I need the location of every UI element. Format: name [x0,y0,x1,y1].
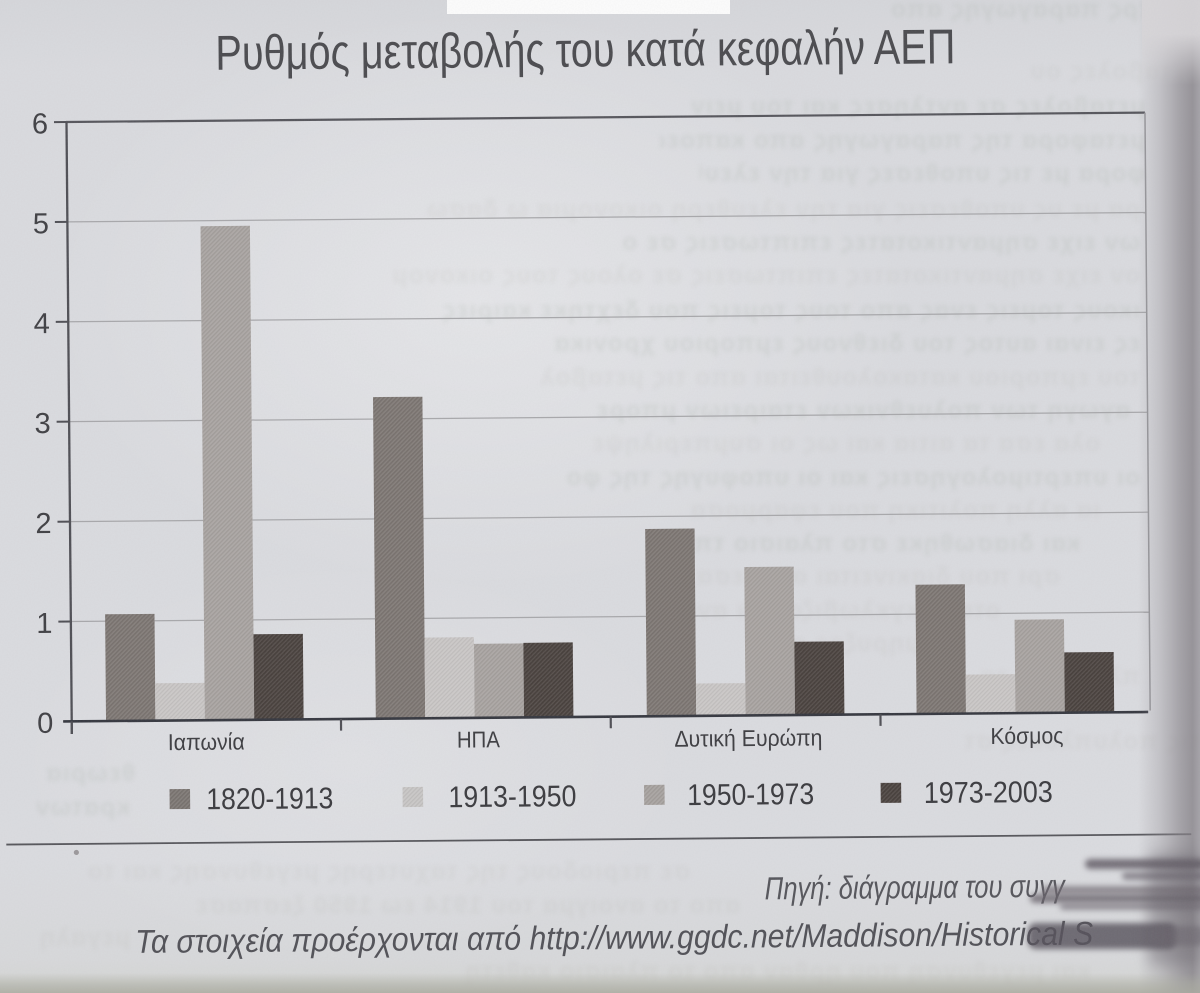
svg-text:1: 1 [36,608,52,640]
svg-text:6: 6 [32,108,48,140]
svg-text:5: 5 [33,208,49,240]
svg-text:ΗΠΑ: ΗΠΑ [457,726,501,752]
svg-text:1950-1973: 1950-1973 [687,778,814,812]
svg-text:2: 2 [35,508,51,540]
svg-text:Κόσμος: Κόσμος [990,722,1063,749]
svg-text:4: 4 [33,308,49,340]
svg-text:3: 3 [34,408,50,440]
svg-text:Πηγή: διάγραμμα του συγγ: Πηγή: διάγραμμα του συγγ [765,868,1067,907]
svg-text:1913-1950: 1913-1950 [448,780,576,814]
svg-text:Ρυθμός μεταβολής του κατά κεφα: Ρυθμός μεταβολής του κατά κεφαλήν ΑΕΠ [215,20,955,80]
svg-text:Τα στοιχεία προέρχονται από ht: Τα στοιχεία προέρχονται από http://www.g… [135,915,1093,960]
svg-text:Ιαπωνία: Ιαπωνία [168,728,245,755]
svg-text:1973-2003: 1973-2003 [924,776,1053,810]
svg-text:1820-1913: 1820-1913 [206,782,333,816]
svg-text:Δυτική Ευρώπη: Δυτική Ευρώπη [674,724,822,751]
svg-text:0: 0 [37,708,53,740]
